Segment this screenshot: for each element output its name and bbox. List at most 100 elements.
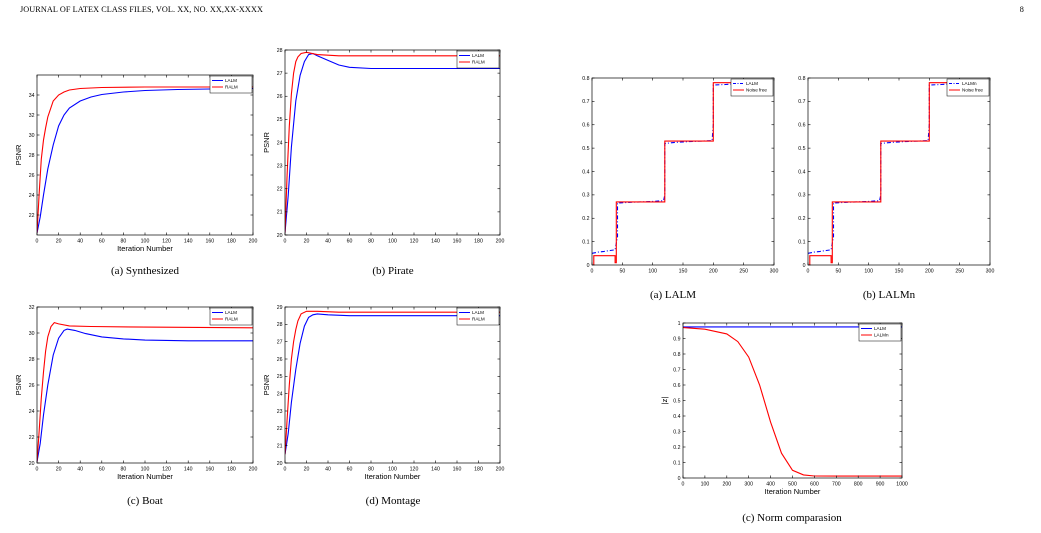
y-tick-label: 0.9 (673, 336, 680, 342)
y-tick-label: 0.7 (798, 99, 805, 105)
y-tick-label: 26 (29, 173, 35, 179)
x-tick-label: 200 (249, 239, 258, 245)
legend-label: RALM (225, 85, 238, 90)
legend: LALM RALM (456, 50, 500, 69)
series-line-1 (808, 82, 963, 265)
series-line-1 (37, 86, 253, 234)
legend: LALMn Noise free (946, 78, 990, 97)
series-line-1 (285, 51, 500, 233)
y-tick-label: 34 (29, 93, 35, 99)
x-tick-label: 100 (648, 269, 657, 275)
legend: LALM RALM (209, 307, 253, 326)
x-tick-label: 0 (591, 269, 594, 275)
x-axis-label: Iteration Number (117, 244, 173, 253)
y-tick-label: 0.6 (798, 123, 805, 129)
legend: LALM LALMn (858, 323, 902, 342)
y-tick-label: 22 (277, 426, 283, 432)
y-tick-label: 0.1 (582, 239, 589, 245)
y-tick-label: 28 (277, 322, 283, 328)
y-tick-label: 24 (29, 193, 35, 199)
axes-box (682, 322, 903, 479)
x-axis-label: Iteration Number (765, 487, 821, 496)
plot-synthesized: 0 20 40 60 80 100 120 140 160 180 200 22 24 26 28 30 32 3… (14, 74, 258, 253)
y-tick-label: 28 (29, 357, 35, 363)
plot-norm: 0 100 200 300 400 500 600 700 800 900 1000 0 0.1 0.2 0… (660, 321, 908, 496)
caption-lalmn: (b) LALMn (862, 289, 916, 301)
legend-label: LALM (472, 310, 484, 315)
y-tick-label: 0.8 (582, 76, 589, 82)
x-tick-label: 0 (36, 239, 39, 245)
y-tick-label: 24 (277, 140, 283, 146)
y-tick-label: 0.5 (582, 146, 589, 152)
x-tick-label: 0 (807, 269, 810, 275)
plot-lalm_signal: 0 50 100 150 200 250 300 0 0.1 0.2 0.3 0.4 0.5 0.6 0.7… (582, 76, 778, 275)
x-tick-label: 100 (701, 482, 710, 488)
x-tick-label: 120 (162, 467, 171, 473)
x-axis-label: Iteration Number (365, 472, 421, 481)
x-axis-label: Iteration Number (117, 472, 173, 481)
y-tick-label: 0.7 (582, 99, 589, 105)
y-tick-label: 32 (29, 305, 35, 311)
x-tick-label: 160 (453, 467, 462, 473)
legend-label: Noise free (746, 88, 767, 93)
x-tick-label: 200 (925, 269, 934, 275)
x-tick-label: 80 (121, 239, 127, 245)
series-line-0 (285, 313, 500, 455)
x-tick-label: 20 (304, 239, 310, 245)
legend-label: LALM (874, 326, 886, 331)
x-tick-label: 250 (739, 269, 748, 275)
y-tick-label: 0.2 (582, 216, 589, 222)
x-tick-label: 60 (99, 239, 105, 245)
y-axis-label: PSNR (14, 144, 23, 165)
series-line-0 (592, 83, 747, 254)
x-tick-label: 200 (722, 482, 731, 488)
y-tick-label: 24 (29, 409, 35, 415)
y-tick-label: 0.8 (673, 352, 680, 358)
x-tick-label: 180 (474, 467, 483, 473)
y-tick-label: 0.1 (798, 239, 805, 245)
y-tick-label: 21 (277, 443, 283, 449)
y-tick-label: 1 (678, 321, 681, 327)
y-tick-label: 0.5 (798, 146, 805, 152)
x-tick-label: 40 (77, 467, 83, 473)
legend-label: RALM (225, 317, 238, 322)
legend-label: RALM (472, 317, 485, 322)
x-tick-label: 80 (121, 467, 127, 473)
x-tick-label: 50 (619, 269, 625, 275)
legend-label: LALM (225, 310, 237, 315)
legend-label: RALM (472, 60, 485, 65)
y-axis-label: |z| (660, 397, 669, 405)
x-tick-label: 1000 (896, 482, 908, 488)
x-tick-label: 300 (986, 269, 995, 275)
x-tick-label: 50 (835, 269, 841, 275)
plot-boat: 0 20 40 60 80 100 120 140 160 180 2002022242628303… (14, 305, 257, 481)
y-tick-label: 0.4 (798, 169, 805, 175)
y-tick-label: 0.4 (673, 414, 680, 420)
y-tick-label: 0.7 (673, 367, 680, 373)
y-tick-label: 26 (29, 383, 35, 389)
y-tick-label: 0.2 (798, 216, 805, 222)
series-line-1 (592, 82, 747, 265)
y-tick-label: 0.1 (673, 460, 680, 466)
caption-montage: (d) Montage (365, 495, 421, 507)
caption-pirate: (b) Pirate (372, 265, 414, 277)
series-line-1 (285, 310, 500, 455)
page-number: 8 (1019, 5, 1024, 14)
x-tick-label: 600 (810, 482, 819, 488)
x-tick-label: 40 (77, 239, 83, 245)
x-tick-label: 80 (368, 467, 374, 473)
y-tick-label: 24 (277, 391, 283, 397)
x-tick-label: 300 (770, 269, 779, 275)
y-tick-label: 23 (277, 409, 283, 415)
y-tick-label: 32 (29, 113, 35, 119)
x-tick-label: 0 (284, 239, 287, 245)
x-tick-label: 120 (162, 239, 171, 245)
x-tick-label: 20 (56, 467, 62, 473)
y-tick-label: 0.5 (673, 398, 680, 404)
x-tick-label: 140 (431, 467, 440, 473)
series-line-0 (808, 83, 963, 254)
